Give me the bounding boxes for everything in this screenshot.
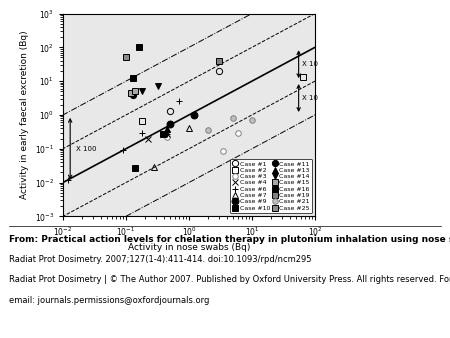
Text: X 100: X 100 [76, 146, 96, 152]
Text: Radiat Prot Dosimetry | © The Author 2007. Published by Oxford University Press.: Radiat Prot Dosimetry | © The Author 200… [9, 275, 450, 285]
Text: Radiat Prot Dosimetry. 2007;127(1-4):411-414. doi:10.1093/rpd/ncm295: Radiat Prot Dosimetry. 2007;127(1-4):411… [9, 255, 311, 264]
Text: email: journals.permissions@oxfordjournals.org: email: journals.permissions@oxfordjourna… [9, 296, 209, 305]
X-axis label: Activity in nose swabs (Bq): Activity in nose swabs (Bq) [128, 243, 250, 252]
Text: From: Practical action levels for chelation therapy in plutonium inhalation usin: From: Practical action levels for chelat… [9, 235, 450, 244]
Legend: Case #1, Case #2, Case #3, Case #4, Case #6, Case #7, Case #9, Case #10, Case #1: Case #1, Case #2, Case #3, Case #4, Case… [230, 159, 312, 213]
Text: X 10: X 10 [302, 61, 318, 67]
Y-axis label: Activity in early faecal excretion (Bq): Activity in early faecal excretion (Bq) [20, 31, 29, 199]
Text: X 10: X 10 [302, 95, 318, 101]
